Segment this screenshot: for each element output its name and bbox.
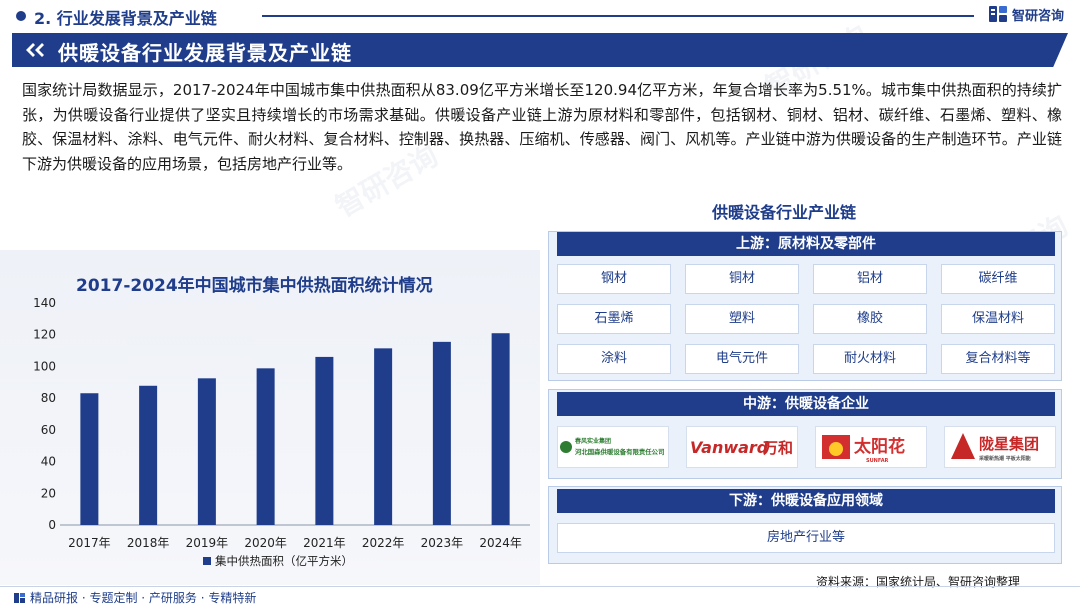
x-tick-label: 2021年	[303, 536, 346, 550]
x-tick-label: 2017年	[68, 536, 111, 550]
svg-text:春风实业集团: 春风实业集团	[574, 437, 611, 445]
bar	[315, 356, 334, 525]
y-tick-label: 80	[41, 391, 56, 405]
industry-chain-title: 供暖设备行业产业链	[712, 203, 857, 222]
section-title: 2. 行业发展背景及产业链	[34, 9, 217, 28]
upstream-item: 石墨烯	[557, 304, 671, 334]
double-chevron-icon	[26, 43, 44, 57]
guosen-logo-icon: 春风实业集团 河北国森供暖设备有限责任公司	[560, 437, 664, 456]
company-logo-vanward: Vanward 万和	[686, 426, 798, 468]
upstream-item: 塑料	[685, 304, 799, 334]
upstream-item: 涂料	[557, 344, 671, 374]
svg-text:SUNFAR: SUNFAR	[866, 458, 889, 464]
banner-title: 供暖设备行业发展背景及产业链	[58, 41, 352, 65]
upstream-item: 复合材料等	[941, 344, 1055, 374]
bar	[197, 378, 216, 525]
company-logo-guosen: 春风实业集团 河北国森供暖设备有限责任公司	[557, 426, 669, 468]
zhiyan-small-icon	[14, 592, 25, 603]
downstream-item: 房地产行业等	[557, 523, 1055, 553]
upstream-item: 铜材	[685, 264, 799, 294]
upstream-section: 上游：原材料及零部件 钢材 铜材 铝材 碳纤维石墨烯 塑料 橡胶 保温材料涂料 电气元件 耐火材…	[548, 231, 1062, 381]
svg-text:采暖新热潮 平板太阳能: 采暖新热潮 平板太阳能	[978, 455, 1031, 462]
svg-text:陇星集团: 陇星集团	[979, 435, 1039, 453]
upstream-item: 碳纤维	[941, 264, 1055, 294]
y-tick-label: 140	[33, 296, 56, 310]
y-tick-label: 100	[33, 359, 56, 373]
bar	[374, 348, 393, 525]
header-divider	[262, 15, 974, 17]
upstream-item: 铝材	[813, 264, 927, 294]
sunfar-logo-icon: 太阳花 SUNFAR	[822, 435, 905, 464]
bar	[139, 385, 158, 525]
legend-label: 集中供热面积（亿平方米）	[215, 554, 353, 568]
intro-paragraph: 国家统计局数据显示，2017-2024年中国城市集中供热面积从83.09亿平方米…	[22, 81, 1062, 173]
x-tick-label: 2018年	[127, 536, 170, 550]
upstream-header: 上游：原材料及零部件	[557, 232, 1055, 256]
footer-text: 精品研报 · 专题定制 · 产研服务 · 专精特新	[30, 591, 257, 605]
x-tick-label: 2024年	[479, 536, 522, 550]
downstream-section: 下游：供暖设备应用领域 房地产行业等	[548, 486, 1062, 564]
company-logo-sunfar: 太阳花 SUNFAR	[815, 426, 927, 468]
svg-text:Vanward: Vanward	[690, 438, 769, 457]
company-logo-longxing: 陇星集团 采暖新热潮 平板太阳能	[944, 426, 1056, 468]
svg-text:万和: 万和	[762, 439, 793, 457]
y-tick-label: 40	[41, 455, 56, 469]
y-tick-label: 0	[48, 518, 56, 532]
longxing-logo-icon: 陇星集团 采暖新热潮 平板太阳能	[951, 433, 1039, 462]
bar	[432, 341, 451, 525]
downstream-header: 下游：供暖设备应用领域	[557, 489, 1055, 513]
x-tick-label: 2023年	[421, 536, 464, 550]
vanward-logo-icon: Vanward 万和	[690, 438, 793, 457]
legend-swatch	[203, 557, 211, 565]
bar	[491, 333, 510, 525]
bar	[80, 393, 99, 525]
midstream-section: 中游：供暖设备企业 春风实业集团 河北国森供暖设备有限责任公司 Vanward …	[548, 389, 1062, 479]
x-tick-label: 2022年	[362, 536, 405, 550]
bar-chart: 0 20 40 60 80 100 120 140 2017年 2018年 2019年 2020年 20…	[33, 296, 530, 568]
brand-logo: 智研咨询	[988, 4, 1064, 24]
upstream-item: 保温材料	[941, 304, 1055, 334]
logo-text: 智研咨询	[1012, 8, 1065, 24]
footer-divider	[0, 586, 1080, 587]
top-header: 2. 行业发展背景及产业链 智研咨询	[0, 0, 1080, 32]
bar	[256, 368, 275, 525]
bullet-dot-icon	[16, 11, 26, 21]
footer: 精品研报 · 专题定制 · 产研服务 · 专精特新	[14, 589, 256, 605]
midstream-header: 中游：供暖设备企业	[557, 392, 1055, 416]
source-note: 资料来源：国家统计局、智研咨询整理	[816, 575, 1021, 589]
svg-text:河北国森供暖设备有限责任公司: 河北国森供暖设备有限责任公司	[575, 447, 664, 456]
upstream-item: 耐火材料	[813, 344, 927, 374]
upstream-grid: 钢材 铜材 铝材 碳纤维石墨烯 塑料 橡胶 保温材料涂料 电气元件 耐火材料 复合材料等	[557, 264, 1055, 374]
y-tick-label: 20	[41, 486, 56, 500]
upstream-item: 钢材	[557, 264, 671, 294]
zhiyan-logo-icon	[989, 6, 1007, 22]
x-tick-label: 2020年	[244, 536, 287, 550]
title-banner: 供暖设备行业发展背景及产业链	[12, 33, 1068, 67]
upstream-item: 橡胶	[813, 304, 927, 334]
svg-text:太阳花: 太阳花	[854, 436, 905, 457]
company-logos: 春风实业集团 河北国森供暖设备有限责任公司 Vanward 万和 太阳花 SUN…	[557, 426, 1056, 468]
y-tick-label: 120	[33, 328, 56, 342]
chart-title: 2017-2024年中国城市集中供热面积统计情况	[76, 276, 433, 296]
y-tick-label: 60	[41, 423, 56, 437]
x-tick-label: 2019年	[186, 536, 229, 550]
upstream-item: 电气元件	[685, 344, 799, 374]
